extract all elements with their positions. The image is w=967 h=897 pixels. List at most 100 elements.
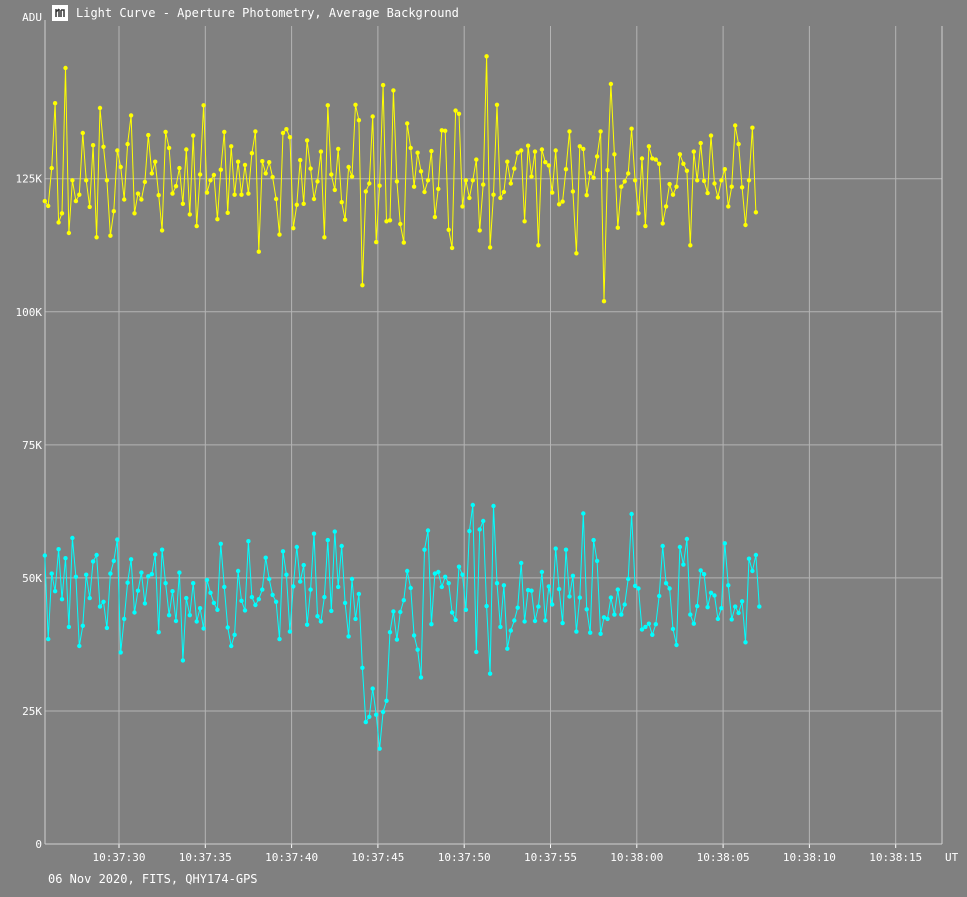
data-point bbox=[215, 217, 220, 222]
data-point bbox=[584, 607, 589, 612]
data-point bbox=[239, 192, 244, 197]
data-point bbox=[339, 543, 344, 549]
data-point bbox=[563, 167, 569, 172]
data-point bbox=[387, 218, 393, 223]
data-point bbox=[56, 547, 61, 552]
data-point bbox=[270, 592, 275, 598]
data-point bbox=[653, 622, 658, 627]
data-point bbox=[470, 178, 475, 183]
data-point bbox=[543, 618, 548, 623]
data-point bbox=[42, 553, 47, 558]
data-point bbox=[267, 576, 272, 582]
data-point bbox=[588, 170, 593, 176]
data-point bbox=[308, 587, 313, 592]
data-point bbox=[650, 156, 655, 161]
window-title: Light Curve - Aperture Photometry, Avera… bbox=[76, 6, 459, 20]
data-point bbox=[346, 634, 351, 639]
data-point bbox=[726, 583, 731, 588]
data-point bbox=[605, 168, 610, 173]
y-tick-label: 75K bbox=[22, 439, 42, 452]
data-point bbox=[556, 202, 562, 207]
data-point bbox=[512, 166, 517, 171]
data-point bbox=[515, 605, 520, 610]
data-point bbox=[156, 630, 161, 635]
data-point bbox=[615, 587, 620, 592]
data-point bbox=[598, 129, 603, 134]
app-logo-icon[interactable] bbox=[52, 5, 68, 21]
data-point bbox=[273, 196, 279, 202]
data-point bbox=[608, 81, 614, 87]
data-point bbox=[688, 612, 693, 617]
data-point bbox=[674, 642, 679, 648]
data-point bbox=[422, 547, 427, 552]
data-point bbox=[453, 617, 458, 623]
data-point bbox=[570, 189, 576, 194]
data-point bbox=[681, 562, 686, 567]
data-point bbox=[260, 159, 265, 164]
data-point bbox=[394, 637, 400, 642]
data-point bbox=[577, 144, 582, 149]
data-point bbox=[170, 589, 175, 594]
data-point bbox=[695, 178, 700, 183]
data-point bbox=[46, 636, 51, 642]
data-point bbox=[284, 572, 289, 577]
data-point bbox=[570, 573, 576, 578]
data-point bbox=[197, 606, 203, 611]
data-point bbox=[42, 198, 47, 204]
data-point bbox=[139, 197, 144, 202]
data-point bbox=[232, 632, 237, 637]
y-tick-label: 50K bbox=[22, 572, 42, 585]
data-point bbox=[184, 147, 189, 152]
data-point bbox=[550, 602, 555, 607]
data-point bbox=[263, 555, 268, 560]
data-point bbox=[128, 113, 134, 118]
data-point bbox=[118, 164, 123, 170]
data-point bbox=[646, 144, 652, 149]
data-point bbox=[384, 698, 389, 703]
data-point bbox=[715, 195, 721, 200]
data-point bbox=[463, 607, 469, 612]
tick-labels: 0 25K 50K 75K 100K 125K 10:37:30 10:37:35 10:37:… bbox=[16, 11, 959, 864]
data-point bbox=[232, 192, 237, 197]
data-point bbox=[360, 665, 365, 670]
data-point bbox=[270, 174, 275, 180]
data-point bbox=[380, 82, 386, 88]
data-point bbox=[211, 172, 217, 178]
data-point bbox=[370, 686, 375, 691]
data-point bbox=[280, 130, 286, 136]
data-point bbox=[242, 608, 248, 613]
data-point bbox=[122, 616, 127, 622]
data-point bbox=[94, 235, 99, 240]
data-point bbox=[342, 217, 348, 222]
data-point bbox=[670, 192, 676, 197]
data-point bbox=[208, 590, 213, 595]
data-point bbox=[298, 157, 303, 163]
data-point bbox=[122, 197, 127, 202]
data-point bbox=[715, 616, 721, 622]
data-point bbox=[522, 219, 527, 224]
data-point bbox=[249, 594, 255, 600]
series-1 bbox=[42, 54, 759, 304]
data-point bbox=[56, 220, 61, 225]
data-point bbox=[70, 178, 75, 183]
data-point bbox=[405, 121, 410, 126]
data-point bbox=[695, 603, 700, 609]
data-point bbox=[201, 103, 206, 108]
data-point bbox=[560, 620, 565, 626]
data-point bbox=[108, 233, 113, 238]
data-point bbox=[481, 182, 486, 187]
data-point bbox=[260, 587, 265, 592]
data-point bbox=[180, 201, 186, 206]
data-point bbox=[581, 146, 586, 152]
data-point bbox=[481, 518, 486, 524]
data-point bbox=[94, 552, 99, 558]
data-point bbox=[80, 130, 86, 136]
data-point bbox=[235, 568, 241, 574]
data-point bbox=[298, 579, 303, 584]
data-point bbox=[263, 171, 268, 176]
data-point bbox=[125, 141, 130, 147]
data-point bbox=[294, 544, 299, 550]
data-point bbox=[111, 209, 117, 214]
data-point bbox=[52, 589, 58, 594]
data-point bbox=[339, 200, 344, 205]
